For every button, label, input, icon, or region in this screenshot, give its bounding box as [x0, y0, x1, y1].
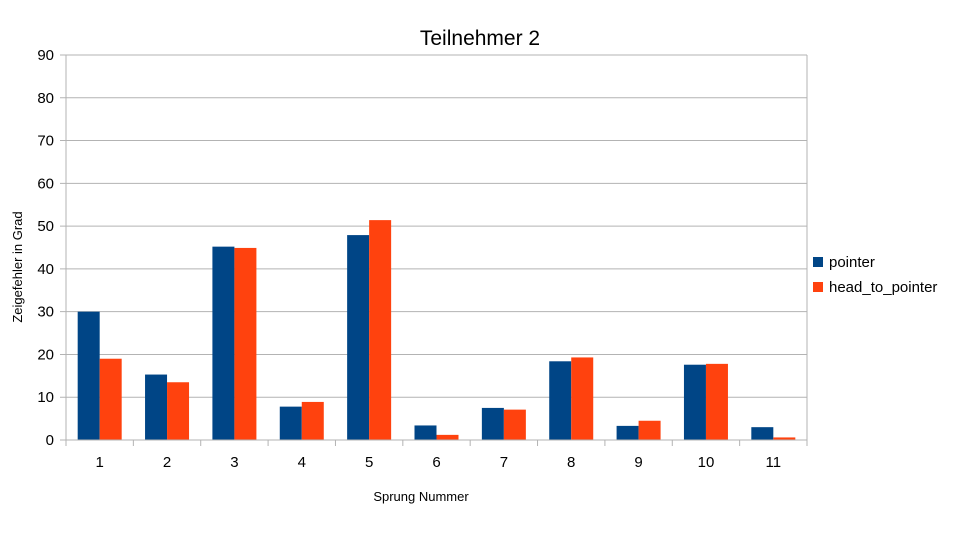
bar-pointer-7	[481, 407, 504, 440]
x-tick-label: 2	[163, 454, 171, 471]
bar-pointer-4	[279, 406, 302, 440]
x-tick-label: 8	[567, 454, 575, 471]
y-tick-label: 10	[37, 389, 54, 406]
bar-head-to-pointer-6	[436, 434, 459, 440]
bar-head-to-pointer-10	[705, 363, 728, 440]
y-axis-title: Zeigefehler in Grad	[10, 211, 25, 322]
x-tick-label: 9	[634, 454, 642, 471]
bar-head-to-pointer-1	[99, 358, 122, 440]
bar-head-to-pointer-3	[234, 247, 257, 440]
x-tick-label: 11	[766, 454, 782, 471]
axes	[65, 55, 808, 446]
legend-label-head-to-pointer: head_to_pointer	[829, 279, 937, 296]
bar-pointer-11	[751, 427, 774, 440]
bar-head-to-pointer-11	[773, 437, 796, 440]
y-tick-label: 60	[37, 175, 54, 192]
x-axis-title: Sprung Nummer	[373, 489, 469, 504]
bar-pointer-2	[145, 374, 168, 440]
x-tick-label: 7	[500, 454, 508, 471]
y-tick-label: 70	[37, 133, 54, 150]
bar-head-to-pointer-2	[167, 382, 190, 440]
bar-pointer-1	[77, 311, 100, 440]
x-tick-label: 1	[96, 454, 104, 471]
y-tick-label: 20	[37, 346, 54, 363]
y-tick-label: 90	[37, 47, 54, 64]
legend-label-pointer: pointer	[829, 254, 875, 271]
y-tick-label: 30	[37, 304, 54, 321]
y-tick-label: 80	[37, 90, 54, 107]
bar-head-to-pointer-8	[571, 357, 594, 440]
legend-swatch-pointer	[813, 257, 823, 267]
bar-pointer-3	[212, 246, 235, 440]
y-tick-label: 0	[46, 432, 54, 449]
y-tick-label: 50	[37, 218, 54, 235]
x-tick-labels: 1 2 3 4 5 6 7 8 9 10 11	[96, 454, 782, 471]
legend-swatch-head-to-pointer	[813, 282, 823, 292]
legend: pointer head_to_pointer	[813, 254, 937, 296]
x-tick-label: 6	[432, 454, 440, 471]
bar-pointer-5	[347, 235, 370, 440]
bar-pointer-8	[549, 361, 572, 440]
y-tick-labels: 0 10 20 30 40 50 60 70 80 90	[37, 47, 54, 449]
bar-head-to-pointer-7	[503, 409, 526, 440]
x-tick-label: 4	[298, 454, 306, 471]
bar-head-to-pointer-5	[369, 220, 392, 440]
x-tick-label: 3	[230, 454, 238, 471]
bar-pointer-9	[616, 425, 639, 440]
x-tick-label: 10	[698, 454, 715, 471]
bar-pointer-6	[414, 425, 437, 440]
bar-head-to-pointer-9	[638, 420, 661, 440]
bar-head-to-pointer-4	[301, 401, 324, 440]
chart-title: Teilnehmer 2	[420, 27, 540, 50]
y-tick-label: 40	[37, 261, 54, 278]
bar-pointer-10	[683, 364, 706, 440]
bars	[77, 220, 796, 440]
x-tick-label: 5	[365, 454, 373, 471]
